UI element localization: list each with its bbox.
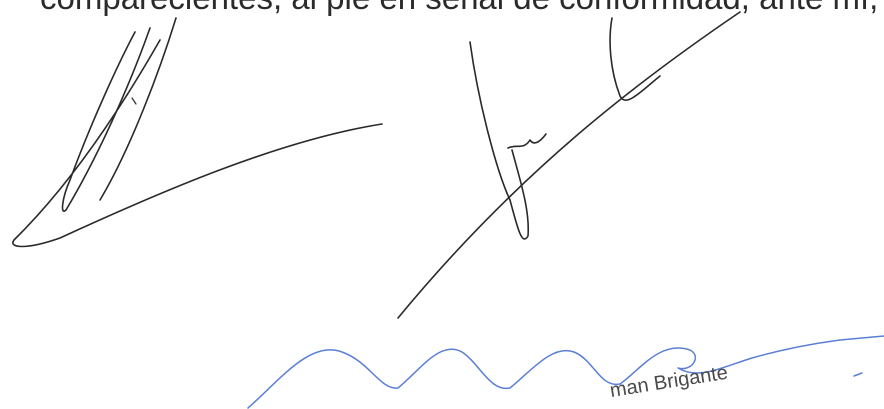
signature-blue xyxy=(247,335,884,409)
signature-left xyxy=(12,17,383,248)
signature-middle xyxy=(397,11,741,319)
body-text-line: comparecientes, al pie en señal de confo… xyxy=(40,0,884,18)
